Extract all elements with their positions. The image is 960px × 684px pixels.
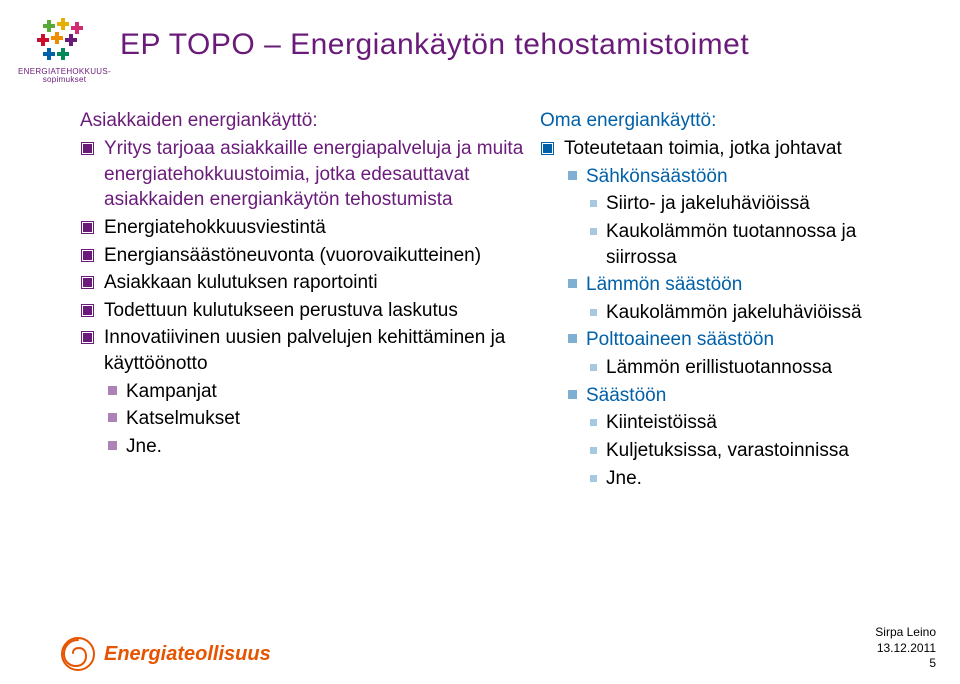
right-subsublist: Lämmön erillistuotannossa [586, 355, 880, 381]
footer-author: Sirpa Leino [875, 625, 936, 641]
list-item: Energiansäästöneuvonta (vuorovaikutteine… [80, 243, 525, 269]
plus-cluster-icon [37, 18, 91, 66]
list-item: Lämmön säästöön Kaukolämmön jakeluhäviöi… [564, 272, 880, 325]
right-subsublist: Kaukolämmön jakeluhäviöissä [586, 300, 880, 326]
list-item: Sähkönsäästöön Siirto- ja jakeluhäviöiss… [564, 164, 880, 271]
left-list: Yritys tarjoaa asiakkaille energiapalvel… [80, 136, 525, 460]
list-item: Asiakkaan kulutuksen raportointi [80, 270, 525, 296]
footer-date: 13.12.2011 [875, 641, 936, 657]
top-logo: ENERGIATEHOKKUUS- sopimukset [18, 18, 111, 84]
list-item-text: Kiinteistöissä [606, 412, 717, 433]
list-item-text: Kampanjat [126, 381, 217, 402]
list-item: Jne. [586, 466, 880, 492]
right-subsublist: Siirto- ja jakeluhäviöissä Kaukolämmön t… [586, 191, 880, 270]
top-logo-line2: sopimukset [18, 76, 111, 84]
list-item-text: Jne. [606, 468, 642, 489]
list-item-text: Innovatiivinen uusien palvelujen kehittä… [104, 327, 505, 374]
list-item: Energiatehokkuusviestintä [80, 215, 525, 241]
footer-brand: Energiateollisuus [104, 643, 271, 666]
list-item-text: Energiansäästöneuvonta (vuorovaikutteine… [104, 245, 481, 266]
list-item: Katselmukset [104, 406, 525, 432]
right-sublist: Sähkönsäästöön Siirto- ja jakeluhäviöiss… [564, 164, 880, 492]
footer-page-number: 5 [875, 656, 936, 672]
right-heading: Oma energiankäyttö: [540, 110, 880, 132]
list-item: Kampanjat [104, 379, 525, 405]
list-item: Kiinteistöissä [586, 410, 880, 436]
list-item-text: Energiatehokkuusviestintä [104, 217, 326, 238]
list-item-text: Siirto- ja jakeluhäviöissä [606, 193, 810, 214]
list-item: Toteutetaan toimia, jotka johtavat Sähkö… [540, 136, 880, 491]
list-item-text: Lämmön erillistuotannossa [606, 357, 832, 378]
list-item: Säästöön Kiinteistöissä Kuljetuksissa, v… [564, 383, 880, 492]
content-columns: Asiakkaiden energiankäyttö: Yritys tarjo… [80, 110, 940, 493]
list-item-text: Säästöön [586, 385, 666, 406]
list-item: Jne. [104, 434, 525, 460]
list-item-text: Kuljetuksissa, varastoinnissa [606, 440, 849, 461]
right-subsublist: Kiinteistöissä Kuljetuksissa, varastoinn… [586, 410, 880, 491]
list-item: Lämmön erillistuotannossa [586, 355, 880, 381]
right-column: Oma energiankäyttö: Toteutetaan toimia, … [540, 110, 880, 493]
list-item-text: Lämmön säästöön [586, 274, 742, 295]
right-list: Toteutetaan toimia, jotka johtavat Sähkö… [540, 136, 880, 491]
list-item-text: Katselmukset [126, 408, 240, 429]
left-heading: Asiakkaiden energiankäyttö: [80, 110, 525, 132]
list-item-text: Polttoaineen säästöön [586, 329, 774, 350]
list-item: Yritys tarjoaa asiakkaille energiapalvel… [80, 136, 525, 213]
list-item-text: Todettuun kulutukseen perustuva laskutus [104, 300, 458, 321]
list-item: Polttoaineen säästöön Lämmön erillistuot… [564, 327, 880, 380]
list-item: Siirto- ja jakeluhäviöissä [586, 191, 880, 217]
list-item: Kuljetuksissa, varastoinnissa [586, 438, 880, 464]
list-item-text: Jne. [126, 436, 162, 457]
list-item-text: Toteutetaan toimia, jotka johtavat [564, 138, 842, 159]
list-item: Kaukolämmön tuotannossa ja siirrossa [586, 219, 880, 270]
list-item: Kaukolämmön jakeluhäviöissä [586, 300, 880, 326]
list-item-text: Kaukolämmön jakeluhäviöissä [606, 302, 862, 323]
left-sublist: Kampanjat Katselmukset Jne. [104, 379, 525, 460]
slide-title: EP TOPO – Energiankäytön tehostamistoime… [120, 28, 749, 62]
list-item: Innovatiivinen uusien palvelujen kehittä… [80, 325, 525, 459]
footer-logo: Energiateollisuus [60, 636, 271, 672]
footer: Energiateollisuus Sirpa Leino 13.12.2011… [0, 625, 960, 672]
list-item: Todettuun kulutukseen perustuva laskutus [80, 298, 525, 324]
list-item-text: Asiakkaan kulutuksen raportointi [104, 272, 378, 293]
list-item-text: Sähkönsäästöön [586, 166, 728, 187]
list-item-text: Kaukolämmön tuotannossa ja siirrossa [606, 221, 856, 268]
list-item-text: Yritys tarjoaa asiakkaille energiapalvel… [104, 138, 523, 210]
swirl-icon [60, 636, 96, 672]
footer-meta: Sirpa Leino 13.12.2011 5 [875, 625, 936, 672]
left-column: Asiakkaiden energiankäyttö: Yritys tarjo… [80, 110, 540, 493]
slide: ENERGIATEHOKKUUS- sopimukset EP TOPO – E… [0, 0, 960, 684]
